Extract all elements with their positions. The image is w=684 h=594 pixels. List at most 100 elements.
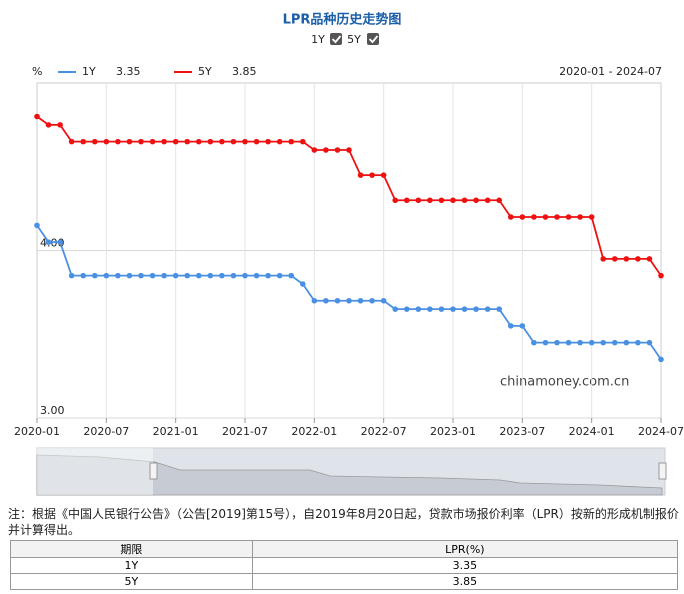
checkbox[interactable] (367, 33, 379, 45)
data-point (288, 272, 295, 279)
data-point (299, 281, 306, 287)
data-point (276, 138, 283, 145)
data-point (496, 197, 503, 204)
data-point (149, 138, 156, 145)
data-point (184, 272, 191, 279)
data-point (646, 339, 653, 346)
data-point (242, 138, 248, 145)
data-point (392, 306, 399, 312)
data-point (588, 339, 595, 346)
data-point (646, 256, 653, 262)
range-label: 2020-01 - 2024-07 (559, 65, 662, 78)
data-point (103, 138, 110, 145)
data-point (219, 138, 225, 145)
data-point (427, 197, 433, 204)
data-point (565, 214, 572, 220)
data-point (380, 172, 387, 178)
data-point (658, 272, 664, 279)
x-tick-label: 2022-07 (361, 425, 407, 438)
x-tick-label: 2024-01 (569, 425, 615, 438)
data-point (635, 256, 641, 262)
data-point (103, 272, 110, 279)
data-point (473, 306, 479, 312)
toggle-label: 5Y (347, 33, 361, 46)
data-point (519, 323, 526, 329)
data-point (265, 272, 271, 279)
data-point (276, 272, 283, 279)
data-point (126, 138, 133, 145)
data-point (34, 113, 40, 120)
chart: LPR品种历史走势图 1Y 5Y % 2020-01 - 2024-07 chi… (14, 12, 684, 496)
toggle-label: 1Y (311, 33, 325, 46)
data-point (415, 306, 422, 312)
data-point (334, 297, 341, 304)
data-point (507, 214, 514, 220)
data-point (450, 197, 456, 204)
x-tick-label: 2021-07 (222, 425, 268, 438)
data-point (600, 339, 607, 346)
data-point (484, 197, 491, 204)
data-point (230, 272, 237, 279)
data-point (195, 138, 202, 145)
data-point (623, 339, 630, 346)
data-point (542, 214, 549, 220)
series-line (36, 224, 662, 360)
data-point (531, 214, 537, 220)
data-point (565, 339, 572, 346)
data-point (138, 138, 144, 145)
data-point (68, 138, 75, 145)
data-point (484, 306, 491, 312)
data-point (115, 138, 121, 145)
table-cell: 5Y (10, 573, 253, 590)
data-point (611, 339, 618, 346)
data-point (299, 138, 306, 145)
lpr-table: 期限 LPR(%) 1Y 3.35 5Y 3.85 (10, 540, 679, 590)
table-header: 期限 (10, 540, 253, 558)
data-point (91, 272, 98, 279)
x-tick-label: 2024-07 (638, 425, 684, 438)
legend-label[interactable]: 5Y (198, 65, 212, 78)
data-point (80, 272, 87, 279)
data-point (288, 138, 295, 145)
x-tick-label: 2023-01 (430, 425, 476, 438)
data-point (242, 272, 248, 279)
data-point (415, 197, 422, 204)
data-point (195, 272, 202, 279)
data-point (461, 197, 468, 204)
data-point (623, 256, 630, 262)
data-point (542, 339, 549, 346)
data-point (115, 272, 121, 279)
data-point (577, 214, 583, 220)
data-point (253, 138, 260, 145)
unit-label: % (32, 65, 42, 78)
x-tick-label: 2020-07 (83, 425, 129, 438)
data-point (253, 272, 260, 279)
data-point (323, 297, 329, 304)
data-point (230, 138, 237, 145)
data-point (323, 147, 329, 153)
data-point (554, 339, 560, 346)
data-point (392, 197, 399, 204)
data-point (346, 297, 352, 304)
data-point (658, 356, 664, 363)
data-point (207, 138, 214, 145)
data-point (461, 306, 468, 312)
checkbox[interactable] (330, 33, 342, 45)
data-point (311, 147, 318, 153)
navigator[interactable] (36, 447, 667, 496)
chart-title: LPR品种历史走势图 (283, 12, 402, 28)
legend-label[interactable]: 1Y (82, 65, 96, 78)
watermark: chinamoney.com.cn (500, 375, 629, 390)
data-point (357, 172, 364, 178)
data-point (473, 197, 479, 204)
data-point (57, 239, 63, 245)
data-point (68, 272, 75, 279)
data-point (207, 272, 214, 279)
data-point (57, 122, 63, 128)
data-point (138, 272, 144, 279)
note: 注：根据《中国人民银行公告》（公告[2019]第15号），自2019年8月20日… (8, 507, 679, 537)
x-tick-label: 2021-01 (153, 425, 199, 438)
data-point (427, 306, 433, 312)
data-point (161, 138, 167, 145)
